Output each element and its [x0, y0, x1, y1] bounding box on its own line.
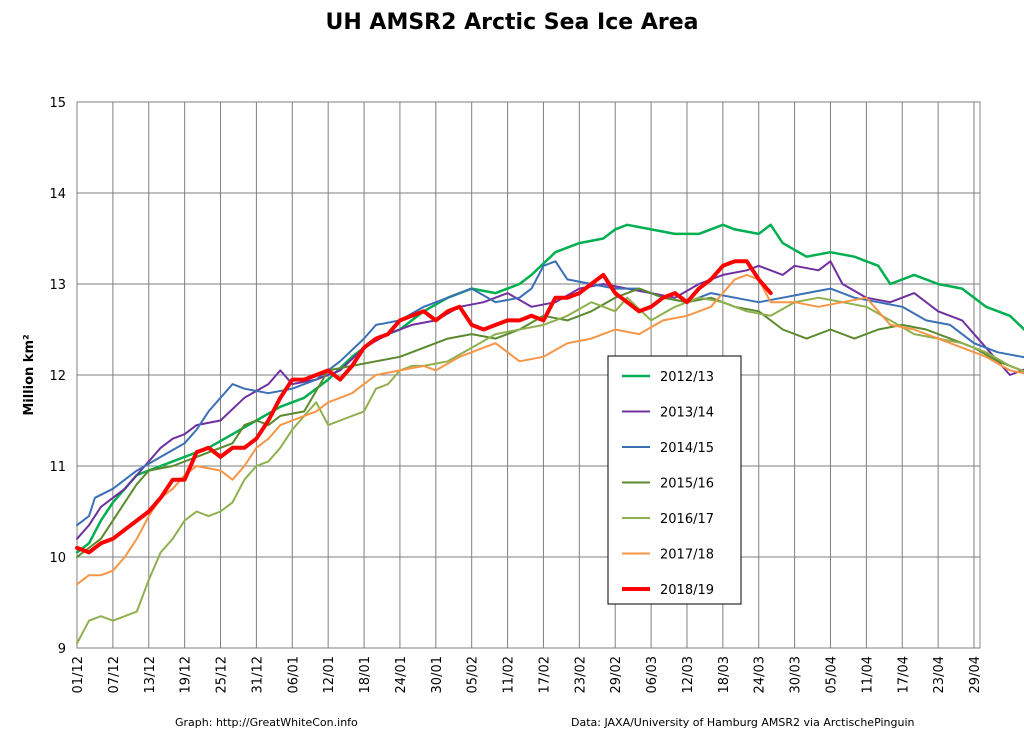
y-tick-label: 13 [49, 278, 66, 293]
x-tick-label: 24/01 [394, 656, 409, 693]
y-tick-label: 9 [58, 642, 66, 657]
x-tick-label: 12/01 [322, 656, 337, 693]
gridlines [76, 101, 980, 649]
y-tick-label: 10 [49, 551, 66, 566]
x-tick-label: 31/12 [250, 656, 265, 693]
x-tick-label: 01/12 [71, 656, 86, 693]
credit-right: Data: JAXA/University of Hamburg AMSR2 v… [571, 716, 915, 729]
x-tick-label: 11/02 [502, 656, 517, 693]
x-tick-label: 17/04 [896, 656, 911, 693]
series-line-2017-18 [76, 273, 1024, 586]
x-tick-label: 06/01 [286, 656, 301, 693]
legend-label: 2012/13 [660, 370, 714, 385]
legend-label: 2014/15 [660, 441, 714, 456]
x-tick-label: 18/01 [358, 656, 373, 693]
legend-label: 2017/18 [660, 548, 714, 563]
y-tick-label: 11 [49, 460, 66, 475]
legend-label: 2013/14 [660, 406, 714, 421]
x-tick-label: 13/12 [143, 656, 158, 693]
y-axis-label: Million km² [22, 334, 37, 415]
y-tick-label: 12 [49, 369, 66, 384]
x-tick-labels: 01/12 07/12 13/12 19/12 25/12 31/12 06/01 12/01… [71, 656, 983, 693]
legend-label: 2015/16 [660, 477, 714, 492]
x-tick-label: 25/12 [215, 656, 230, 693]
legend: 2012/13 2013/14 2014/15 2015/16 2016/17 2017/… [607, 355, 742, 605]
x-tick-label: 19/12 [179, 656, 194, 693]
x-tick-label: 29/04 [968, 656, 983, 693]
x-tick-label: 05/02 [466, 656, 481, 693]
series-line-2012-13 [75, 223, 1024, 554]
legend-label: 2016/17 [660, 512, 714, 527]
x-tick-label: 30/01 [430, 656, 445, 693]
credit-left: Graph: http://GreatWhiteCon.info [175, 716, 358, 729]
x-tick-label: 29/02 [609, 656, 624, 693]
series-lines [75, 223, 1024, 645]
x-tick-label: 30/03 [789, 656, 804, 693]
y-tick-label: 15 [49, 96, 66, 111]
series-line-2015-16 [76, 287, 1024, 558]
x-tick-label: 24/03 [753, 656, 768, 693]
x-tick-label: 07/12 [107, 656, 122, 693]
chart-title: UH AMSR2 Arctic Sea Ice Area [325, 10, 699, 35]
legend-label: 2018/19 [660, 583, 714, 598]
series-line-2014-15 [76, 260, 1024, 527]
x-tick-label: 06/03 [645, 656, 660, 693]
series-line-2018-19 [75, 259, 773, 555]
y-tick-label: 14 [49, 187, 66, 202]
x-tick-label: 11/04 [860, 656, 875, 693]
x-tick-label: 18/03 [717, 656, 732, 693]
legend-box [607, 355, 742, 605]
x-tick-label: 23/04 [932, 656, 947, 693]
x-tick-label: 12/03 [681, 656, 696, 693]
x-tick-label: 17/02 [537, 656, 552, 693]
x-tick-label: 05/04 [824, 656, 839, 693]
series-line-2013-14 [76, 260, 1024, 540]
x-tick-label: 23/02 [573, 656, 588, 693]
y-tick-labels: 9 10 11 12 13 14 15 [49, 96, 66, 657]
